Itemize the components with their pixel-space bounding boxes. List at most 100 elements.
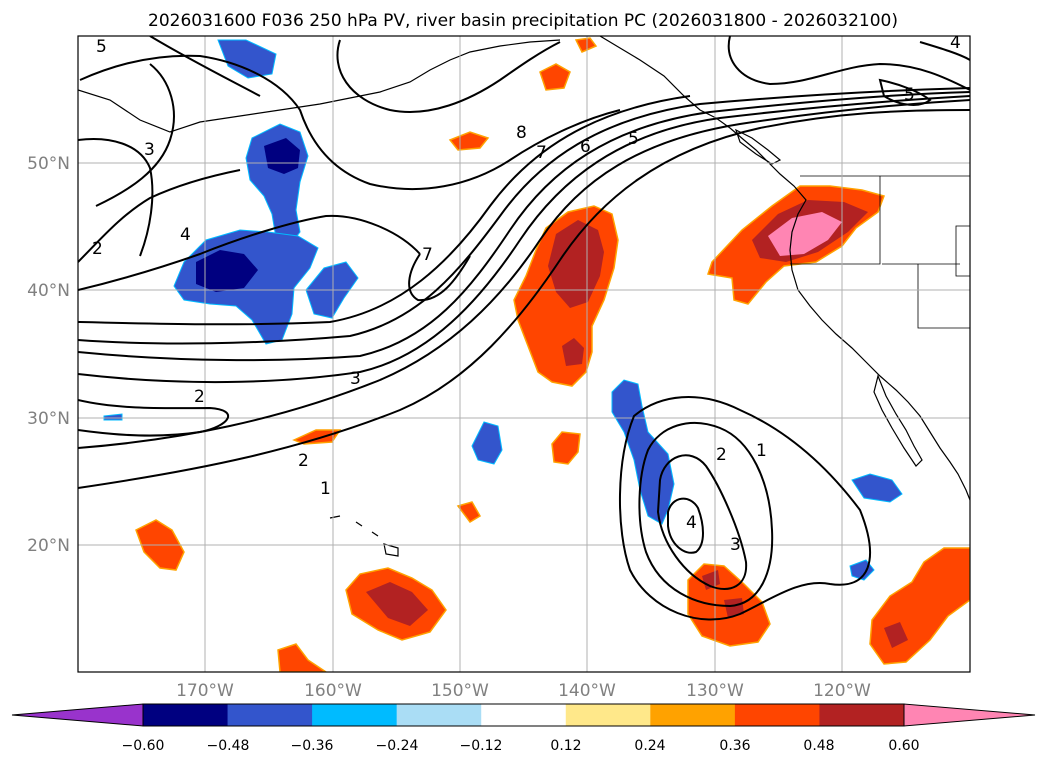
pv-label: 1 (756, 441, 767, 461)
map-content (78, 36, 970, 672)
colorbar-segments (12, 704, 1035, 726)
precip-positive-anomalies (135, 37, 970, 672)
pv-contour-jet-5 (78, 87, 970, 345)
pv-label: 5 (96, 37, 107, 57)
pv-label: 2 (92, 239, 103, 259)
colorbar-tick-label: −0.48 (207, 738, 250, 754)
pos-blob-southhawaii-dark (366, 582, 428, 626)
pv-contour-jet-1 (78, 109, 970, 489)
pos-blob-far-south (277, 643, 328, 672)
pv-label: 3 (730, 535, 741, 555)
colorbar-tick-label: 0.48 (803, 738, 834, 754)
pos-blob-small-c (456, 501, 482, 523)
pv-contour-labels: 5 3 2 4 8 7 6 5 7 3 2 2 1 2 1 4 3 5 4 (92, 33, 961, 555)
coast-north-america (599, 36, 970, 501)
pv-label: 4 (950, 33, 961, 53)
colorbar-segment (565, 704, 651, 726)
map-background (78, 36, 970, 672)
pv-label: 6 (580, 137, 591, 157)
map-frame (77, 35, 971, 673)
pv-label: 4 (686, 513, 697, 533)
pos-blob-north-3 (574, 37, 598, 53)
neg-blob-aleutian-core (264, 138, 300, 174)
neg-blob-small-2 (851, 473, 903, 503)
map-title: 2026031600 F036 250 hPa PV, river basin … (148, 11, 898, 31)
colorbar-tick-label: 0.36 (719, 738, 750, 754)
lon-label: 160°W (304, 681, 362, 701)
colorbar-segment (396, 704, 482, 726)
pv-contour-jet-4 (78, 91, 970, 362)
coast-alaska (78, 39, 561, 133)
pos-blob-pnw-pink (768, 212, 842, 256)
lon-label: 170°W (176, 681, 234, 701)
colorbar-segment (312, 704, 398, 726)
lon-label: 120°W (813, 681, 871, 701)
colorbar-extend-low (12, 704, 143, 726)
lat-label: 40°N (27, 281, 70, 301)
pv-contour-jet-3 (78, 95, 970, 384)
pos-blob-midpacific-dark (548, 220, 604, 308)
pv-label: 7 (422, 245, 433, 265)
colorbar-tick-label: −0.36 (291, 738, 334, 754)
lon-label: 140°W (558, 681, 616, 701)
neg-blob-central-core (196, 250, 258, 292)
colorbar-tick-label: 0.12 (550, 738, 581, 754)
pv-contour-north-7 (878, 78, 932, 106)
colorbar-extend-high-outline (903, 703, 1036, 727)
pv-contour-cutoff-1 (618, 396, 871, 621)
pv-contour-north-6 (727, 36, 970, 91)
pv-label: 8 (516, 123, 527, 143)
lat-label: 30°N (27, 409, 70, 429)
pv-label: 2 (716, 445, 727, 465)
pv-label: 4 (180, 225, 191, 245)
pv-contour-north-8 (919, 41, 970, 61)
pv-contour-north-5 (336, 39, 561, 113)
colorbar-segment (143, 704, 229, 726)
pv-label: 1 (320, 479, 331, 499)
pv-contours (78, 36, 970, 621)
pos-blob-mexico-dark (884, 622, 908, 648)
lon-label: 150°W (431, 681, 489, 701)
pv-contour-jet-2 (78, 99, 970, 449)
lat-label: 50°N (27, 154, 70, 174)
colorbar-segment (819, 704, 905, 726)
pos-blob-north-1 (539, 63, 571, 91)
pv-contour-north-3 (95, 63, 175, 207)
lat-label: 20°N (27, 536, 70, 556)
pv-contour-jet-6 (78, 95, 691, 326)
colorbar-ticks: −0.60 −0.48 −0.36 −0.24 −0.12 0.12 0.24 … (122, 738, 920, 754)
pv-label: 5 (628, 129, 639, 149)
colorbar-extend-low-outline (11, 703, 144, 727)
coast-vancouver-island (734, 128, 782, 165)
hawaii-islands (329, 515, 399, 557)
pv-contour-jet-8 (408, 253, 471, 302)
colorbar-segment (734, 704, 820, 726)
colorbar-tick-label: −0.60 (122, 738, 165, 754)
colorbar-tick-label: 0.60 (888, 738, 919, 754)
colorbar-segment (227, 704, 313, 726)
pos-blob-small-a (551, 431, 581, 465)
pv-contour-north-4 (78, 138, 154, 257)
pos-blob-midpacific-dark2 (562, 338, 584, 366)
map-panel (77, 35, 971, 673)
colorbar-tick-label: 0.24 (634, 738, 665, 754)
pv-label: 5 (904, 85, 915, 105)
colorbar-tick-label: −0.12 (460, 738, 503, 754)
colorbar: −0.60 −0.48 −0.36 −0.24 −0.12 0.12 0.24 … (11, 703, 1036, 754)
colorbar-tick-label: −0.24 (376, 738, 419, 754)
lat-labels: 50°N 40°N 30°N 20°N (27, 154, 70, 556)
pv-label: 3 (350, 369, 361, 389)
coast-baja (873, 374, 923, 467)
colorbar-segment (650, 704, 736, 726)
pv-contour-north-2 (149, 36, 261, 97)
neg-blob-north (217, 39, 277, 79)
pv-contour-low-1 (78, 399, 230, 437)
pv-label: 2 (194, 387, 205, 407)
lon-labels: 170°W 160°W 150°W 140°W 130°W 120°W (176, 681, 871, 701)
colorbar-extend-high (904, 704, 1035, 726)
coastlines (78, 36, 970, 557)
pv-contour-jet-9 (78, 169, 241, 263)
pv-contour-cutoff-4 (667, 497, 704, 554)
pv-label: 7 (536, 143, 547, 163)
